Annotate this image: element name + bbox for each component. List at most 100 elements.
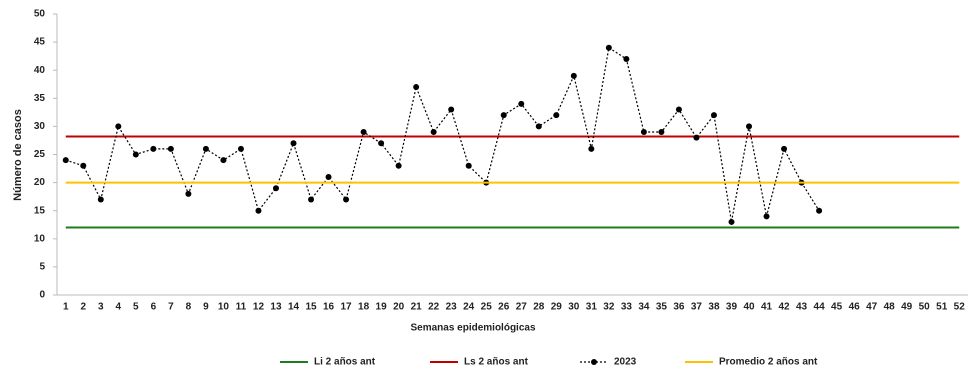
y-tick-label: 5 bbox=[39, 262, 45, 273]
data-point bbox=[448, 106, 455, 113]
x-tick-label: 44 bbox=[814, 302, 826, 313]
data-point bbox=[570, 72, 577, 79]
data-point bbox=[781, 145, 788, 152]
x-tick-label: 7 bbox=[168, 302, 174, 313]
x-tick-label: 26 bbox=[498, 302, 510, 313]
data-point bbox=[360, 129, 367, 136]
data-point bbox=[623, 55, 630, 62]
y-tick-label: 0 bbox=[39, 290, 45, 301]
x-tick-label: 17 bbox=[341, 302, 353, 313]
legend-label: 2023 bbox=[614, 357, 637, 368]
data-point bbox=[167, 145, 174, 152]
x-tick-label: 28 bbox=[533, 302, 545, 313]
x-tick-label: 40 bbox=[743, 302, 755, 313]
x-tick-label: 10 bbox=[218, 302, 230, 313]
x-tick-label: 38 bbox=[708, 302, 720, 313]
x-tick-label: 24 bbox=[463, 302, 475, 313]
data-point bbox=[325, 173, 332, 180]
x-tick-label: 22 bbox=[428, 302, 440, 313]
x-tick-label: 31 bbox=[586, 302, 598, 313]
data-point bbox=[237, 145, 244, 152]
y-axis-label: Número de casos bbox=[12, 109, 24, 201]
data-point bbox=[272, 185, 279, 192]
x-tick-label: 51 bbox=[936, 302, 948, 313]
x-tick-label: 33 bbox=[621, 302, 633, 313]
x-tick-label: 37 bbox=[691, 302, 703, 313]
data-point bbox=[465, 162, 472, 169]
data-point bbox=[693, 134, 700, 141]
x-tick-label: 6 bbox=[151, 302, 157, 313]
data-point bbox=[816, 207, 823, 214]
x-tick-label: 3 bbox=[98, 302, 104, 313]
y-tick-label: 15 bbox=[34, 205, 46, 216]
y-tick-label: 45 bbox=[34, 37, 46, 48]
x-tick-label: 52 bbox=[954, 302, 966, 313]
data-point bbox=[658, 129, 665, 136]
legend-marker bbox=[591, 359, 597, 365]
data-point bbox=[588, 145, 595, 152]
x-tick-label: 35 bbox=[656, 302, 668, 313]
x-tick-label: 9 bbox=[203, 302, 209, 313]
data-point bbox=[728, 218, 735, 225]
data-point bbox=[518, 100, 525, 107]
data-point bbox=[150, 145, 157, 152]
x-tick-label: 45 bbox=[831, 302, 843, 313]
data-point bbox=[343, 196, 350, 203]
x-tick-label: 16 bbox=[323, 302, 335, 313]
series-line bbox=[65, 46, 820, 223]
x-tick-label: 47 bbox=[866, 302, 878, 313]
x-tick-label: 34 bbox=[638, 302, 650, 313]
data-point bbox=[535, 123, 542, 130]
x-tick-label: 30 bbox=[568, 302, 580, 313]
x-tick-label: 49 bbox=[901, 302, 913, 313]
data-point bbox=[115, 123, 122, 130]
legend-label: Promedio 2 años ant bbox=[719, 357, 818, 368]
x-tick-label: 32 bbox=[603, 302, 615, 313]
data-point bbox=[185, 190, 192, 197]
x-axis-label: Semanas epidemiológicas bbox=[410, 323, 535, 334]
x-tick-label: 23 bbox=[446, 302, 458, 313]
data-point bbox=[202, 145, 209, 152]
x-tick-label: 25 bbox=[481, 302, 493, 313]
x-tick-label: 20 bbox=[393, 302, 405, 313]
data-point bbox=[255, 207, 262, 214]
data-point bbox=[395, 162, 402, 169]
x-tick-label: 11 bbox=[236, 302, 247, 313]
x-tick-label: 46 bbox=[849, 302, 861, 313]
x-tick-label: 43 bbox=[796, 302, 808, 313]
data-point bbox=[763, 213, 770, 220]
x-tick-label: 50 bbox=[919, 302, 931, 313]
data-point bbox=[746, 123, 753, 130]
y-tick-label: 30 bbox=[34, 121, 46, 132]
data-point bbox=[308, 196, 315, 203]
y-tick-label: 40 bbox=[34, 65, 46, 76]
x-tick-label: 48 bbox=[884, 302, 896, 313]
x-tick-label: 4 bbox=[116, 302, 122, 313]
x-tick-label: 27 bbox=[516, 302, 528, 313]
x-tick-label: 15 bbox=[305, 302, 317, 313]
data-point bbox=[290, 140, 297, 147]
data-point bbox=[132, 151, 139, 158]
x-tick-label: 2 bbox=[80, 302, 86, 313]
data-point bbox=[80, 162, 87, 169]
x-tick-label: 42 bbox=[778, 302, 790, 313]
x-tick-label: 19 bbox=[376, 302, 388, 313]
data-point bbox=[640, 129, 647, 136]
x-tick-label: 39 bbox=[726, 302, 738, 313]
data-point bbox=[220, 157, 227, 164]
data-point bbox=[413, 84, 420, 91]
data-point bbox=[500, 112, 507, 119]
x-tick-label: 13 bbox=[270, 302, 282, 313]
data-point bbox=[675, 106, 682, 113]
y-tick-label: 50 bbox=[34, 9, 46, 20]
x-tick-label: 14 bbox=[288, 302, 300, 313]
data-point bbox=[430, 129, 437, 136]
data-point bbox=[378, 140, 385, 147]
x-tick-label: 21 bbox=[411, 302, 423, 313]
data-point bbox=[710, 112, 717, 119]
data-point bbox=[62, 157, 69, 164]
y-tick-label: 35 bbox=[34, 93, 46, 104]
data-point bbox=[553, 112, 560, 119]
x-tick-label: 41 bbox=[761, 302, 773, 313]
data-point bbox=[605, 44, 612, 51]
